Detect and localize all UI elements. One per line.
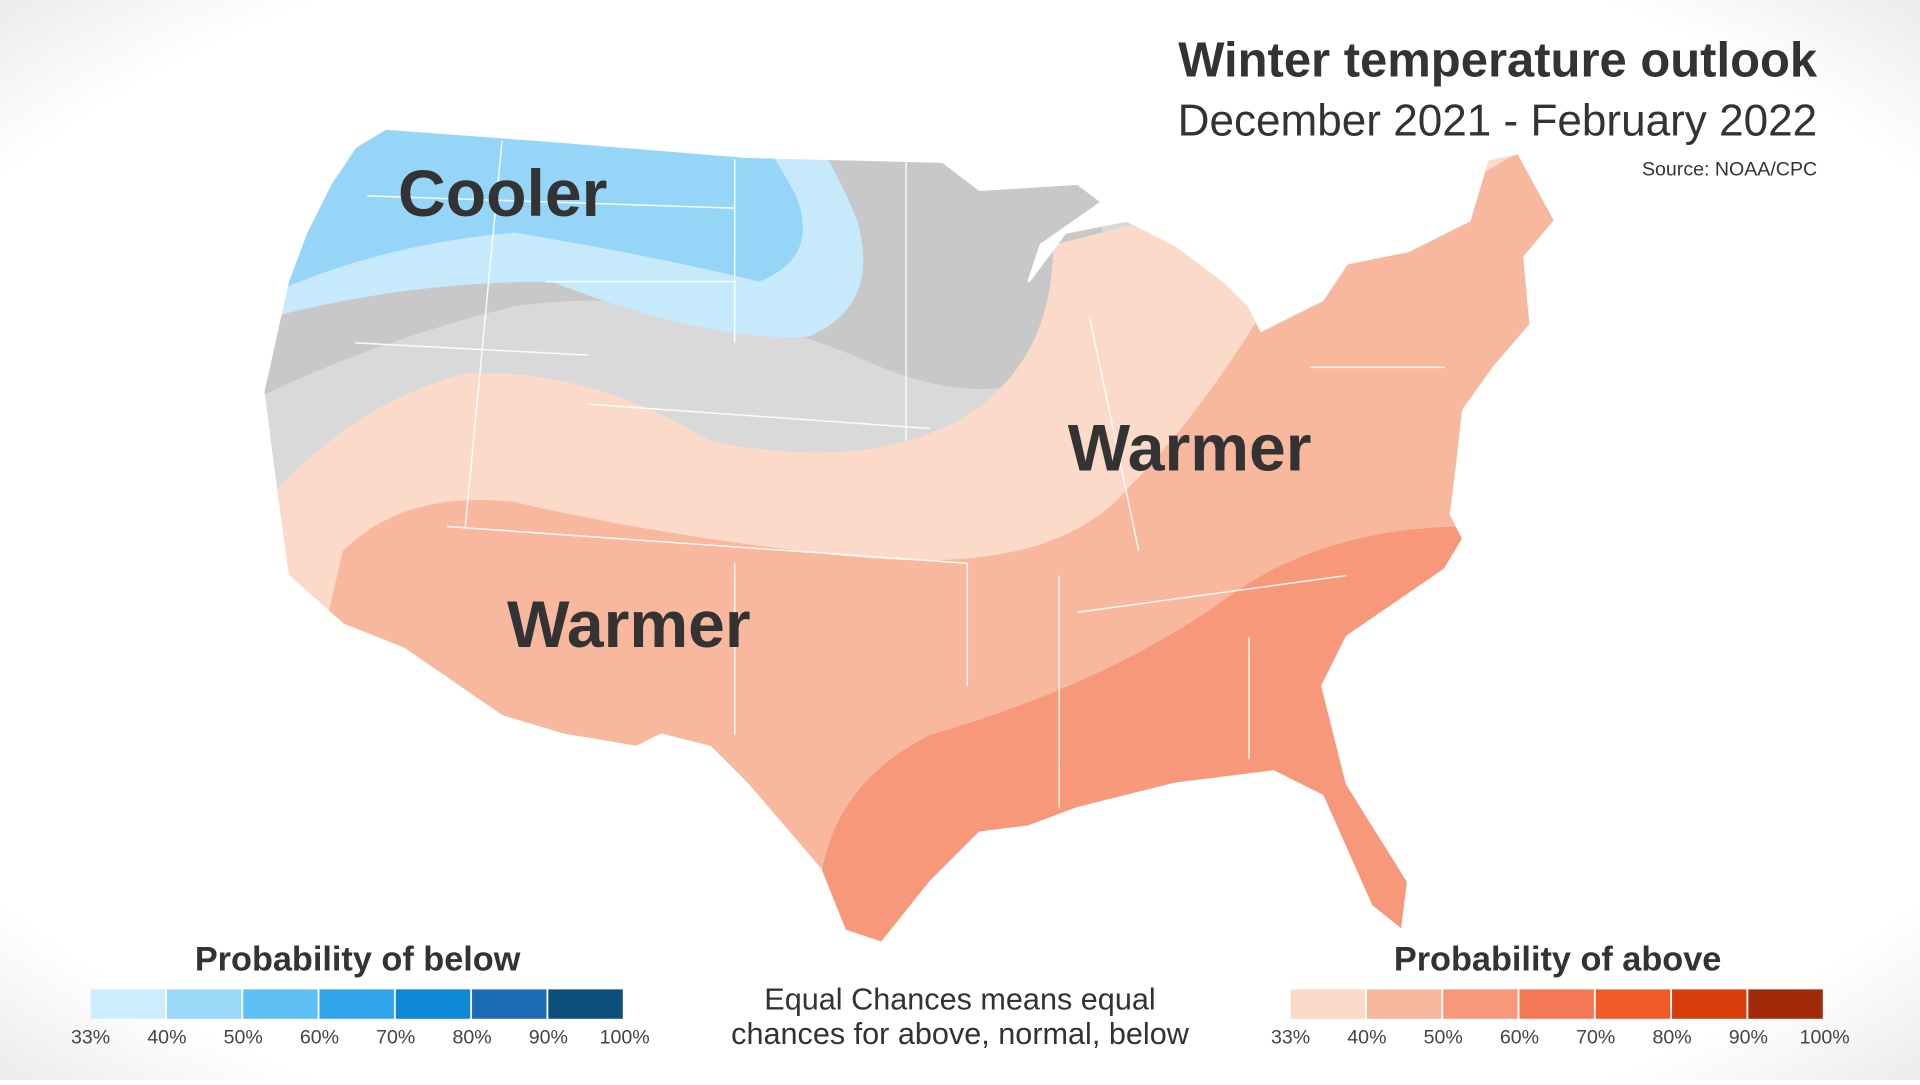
legend-swatch [90,989,166,1019]
note-line: Equal Chances means equal [764,983,1155,1017]
legend-swatch [1443,989,1518,1019]
region-label: Cooler [398,157,607,231]
legend-label: 33% [1271,1027,1310,1049]
title: Winter temperature outlook [1178,34,1818,88]
legend-swatch [1290,989,1366,1019]
legend-label: 60% [1500,1027,1539,1049]
legends: Probability of below 33% 40% 50% 60% 70% 80% 90… [71,940,1850,1048]
legend-label: 40% [147,1027,186,1049]
legend-label: 70% [1576,1027,1615,1049]
legend-label: 100% [600,1027,650,1049]
legend-label: 80% [452,1027,491,1049]
legend-label: 60% [300,1027,339,1049]
legend-label: 50% [1424,1027,1463,1049]
legend-label: 80% [1652,1027,1691,1049]
region-label: Warmer [1068,412,1312,486]
legend-label: 100% [1800,1027,1850,1049]
legend-swatch [1748,989,1823,1019]
legend-swatch [166,989,242,1019]
legend-swatch [1519,989,1594,1019]
legend-label: 90% [529,1027,568,1049]
legend-swatch [243,989,318,1019]
legend-label: 70% [376,1027,415,1049]
legend-swatch [1595,989,1671,1019]
legend-swatch [319,989,394,1019]
subtitle: December 2021 - February 2022 [1178,96,1817,145]
legend-swatch [548,989,623,1019]
note-line: chances for above, normal, below [731,1017,1190,1051]
legend-label: 90% [1729,1027,1768,1049]
legend-label: 33% [71,1027,110,1049]
legend-title: Probability of above [1394,940,1721,978]
legend-label: 40% [1347,1027,1386,1049]
legend-title: Probability of below [195,940,521,978]
legend-swatch [1366,989,1442,1019]
region-labels: Cooler Warmer Warmer [398,157,1312,662]
legend-swatch [472,989,547,1019]
region-label: Warmer [507,588,751,662]
legend-label: 50% [224,1027,263,1049]
source: Source: NOAA/CPC [1642,158,1817,180]
legend-swatch [1672,989,1747,1019]
legend-swatch [395,989,471,1019]
